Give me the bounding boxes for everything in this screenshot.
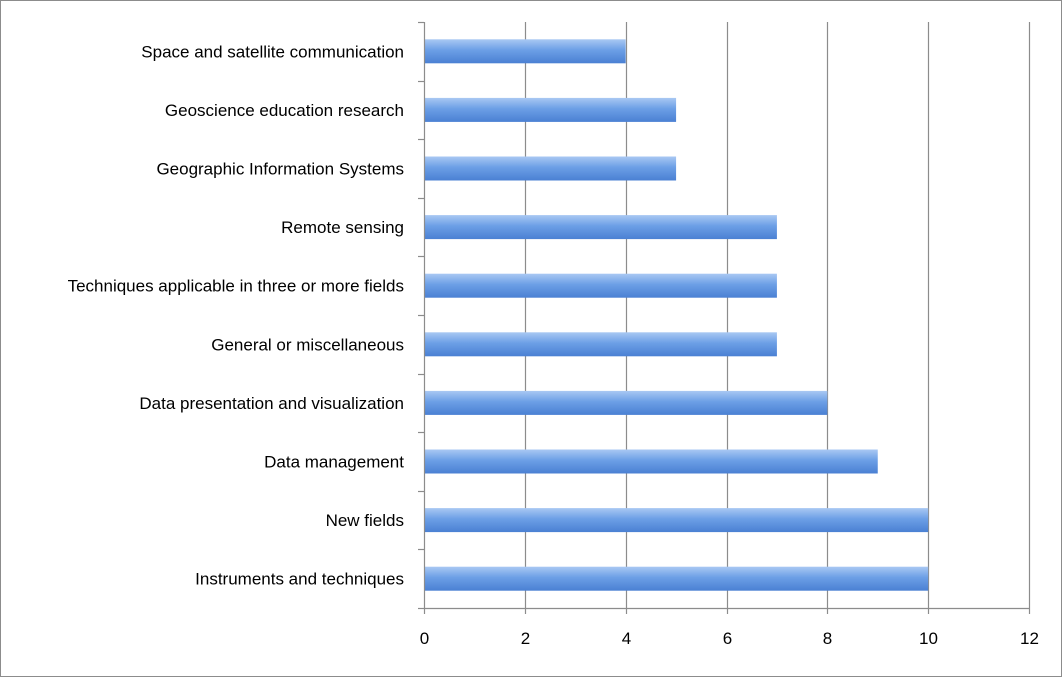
category-label: Geoscience education research: [165, 101, 404, 120]
bar-instruments-and-techniques: [425, 566, 929, 591]
category-label: Geographic Information Systems: [156, 160, 404, 179]
category-label: General or miscellaneous: [211, 335, 404, 354]
axes: [418, 21, 1031, 614]
x-tick-label: 8: [823, 629, 832, 648]
bar-new-fields: [425, 508, 929, 533]
category-label: Instruments and techniques: [195, 570, 404, 589]
x-tick-label: 6: [723, 629, 732, 648]
bar-techniques-applicable-in-three-or-more-fields: [425, 273, 777, 298]
x-tick-label: 10: [919, 629, 938, 648]
bar-space-and-satellite-communication: [425, 39, 626, 64]
category-labels: Space and satellite communication Geoscie…: [68, 42, 405, 588]
x-tick-label: 2: [521, 629, 530, 648]
category-label: Remote sensing: [281, 218, 404, 237]
x-tick-label: 0: [420, 629, 429, 648]
category-label: Data management: [264, 453, 404, 472]
category-label: New fields: [326, 511, 404, 530]
x-tick-labels: 0 2 4 6 8 10 12: [420, 629, 1039, 648]
bar-geoscience-education-research: [425, 97, 677, 122]
bar-data-management: [425, 449, 878, 474]
x-tick-label: 12: [1020, 629, 1039, 648]
category-label: Techniques applicable in three or more f…: [68, 277, 404, 296]
x-tick-label: 4: [622, 629, 631, 648]
bar-geographic-information-systems: [425, 156, 677, 181]
bars: [425, 39, 929, 591]
bar-data-presentation-and-visualization: [425, 390, 828, 415]
bar-general-or-miscellaneous: [425, 332, 777, 357]
category-label: Space and satellite communication: [141, 42, 404, 61]
bar-remote-sensing: [425, 215, 777, 240]
category-label: Data presentation and visualization: [139, 394, 404, 413]
